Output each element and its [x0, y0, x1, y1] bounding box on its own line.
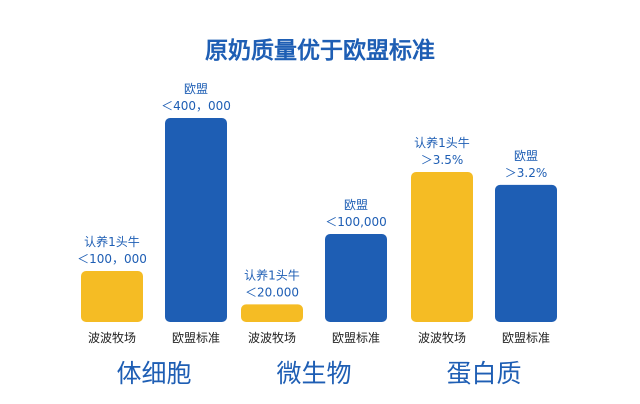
chart-title: 原奶质量优于欧盟标准: [205, 38, 435, 64]
group-label: 微生物: [276, 359, 351, 388]
series-label: 波波牧场: [418, 331, 466, 345]
bar-annotation: 认养1头牛: [244, 267, 300, 282]
bar-annotation: ＜100，000: [77, 252, 147, 266]
series-label: 欧盟标准: [332, 331, 380, 345]
bar-annotation: 欧盟: [514, 149, 538, 163]
series-label: 欧盟标准: [502, 331, 550, 345]
series-label: 欧盟标准: [172, 331, 220, 345]
bar-eu: [495, 184, 557, 322]
bar-annotation: ＞3.2%: [505, 166, 548, 180]
bar-annotation: 欧盟: [184, 82, 208, 96]
group-label: 体细胞: [116, 359, 191, 388]
bar-eu: [165, 118, 227, 322]
bar-annotation: ＜20.000: [245, 285, 299, 299]
bar-farm: [81, 271, 143, 322]
group-label: 蛋白质: [446, 359, 521, 388]
bar-annotation: 认养1头牛: [414, 135, 470, 150]
bar-annotation: ＜100,000: [325, 215, 387, 229]
bar-annotation: ＞3.5%: [421, 153, 464, 167]
series-label: 波波牧场: [248, 331, 296, 345]
bar-annotation: 认养1头牛: [84, 234, 140, 249]
bar-farm: [411, 172, 473, 322]
bar-eu: [325, 234, 387, 322]
bar-farm: [241, 304, 303, 322]
series-label: 波波牧场: [88, 331, 136, 345]
bar-annotation: ＜400，000: [161, 99, 231, 113]
bar-annotation: 欧盟: [344, 198, 368, 212]
